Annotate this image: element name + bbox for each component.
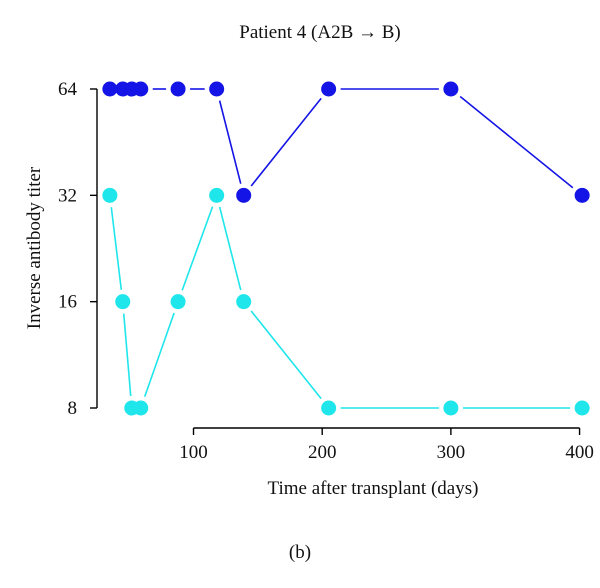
series-2-segment <box>250 310 322 400</box>
x-tick-label-200: 200 <box>308 442 337 463</box>
figure-caption: (b) <box>289 542 311 563</box>
x-tick-label-400: 400 <box>565 442 594 463</box>
x-tick-label-300: 300 <box>437 442 466 463</box>
x-tick-label-100: 100 <box>179 442 208 463</box>
y-tick-label-32: 32 <box>58 185 77 206</box>
series-2-segment <box>143 312 175 397</box>
series-2-segment <box>110 207 123 290</box>
series-2-point <box>574 400 590 416</box>
series-2-point <box>102 187 118 203</box>
y-tick-label-64: 64 <box>58 79 78 100</box>
series-1-point <box>574 187 590 203</box>
series-2-segment <box>122 313 132 397</box>
axes: 100 200 300 400 8 16 32 64 <box>58 79 594 463</box>
series-2-point <box>133 400 149 416</box>
series-1 <box>102 81 590 203</box>
series-2-point <box>236 294 252 310</box>
series-2 <box>102 187 590 416</box>
series-2-segment <box>181 206 214 291</box>
series-layer <box>102 81 590 416</box>
series-1-point <box>102 81 118 97</box>
y-axis-label: Inverse antibody titer <box>24 166 45 329</box>
series-2-point <box>443 400 459 416</box>
series-1-segment <box>459 95 574 189</box>
series-1-point <box>443 81 459 97</box>
series-2-point <box>209 187 225 203</box>
x-axis-label: Time after transplant (days) <box>268 478 479 499</box>
series-2-point <box>115 294 131 310</box>
series-2-point <box>170 294 186 310</box>
series-2-segment <box>218 206 242 291</box>
series-1-point <box>236 187 252 203</box>
series-1-segment <box>250 97 322 187</box>
y-tick-label-8: 8 <box>68 398 78 419</box>
series-2-point <box>321 400 337 416</box>
series-1-point <box>321 81 337 97</box>
series-1-point <box>133 81 149 97</box>
series-1-segment <box>218 100 242 184</box>
series-1-point <box>209 81 225 97</box>
chart-title: Patient 4 (A2B → B) <box>239 22 401 43</box>
series-1-point <box>170 81 186 97</box>
y-tick-label-16: 16 <box>58 292 77 313</box>
